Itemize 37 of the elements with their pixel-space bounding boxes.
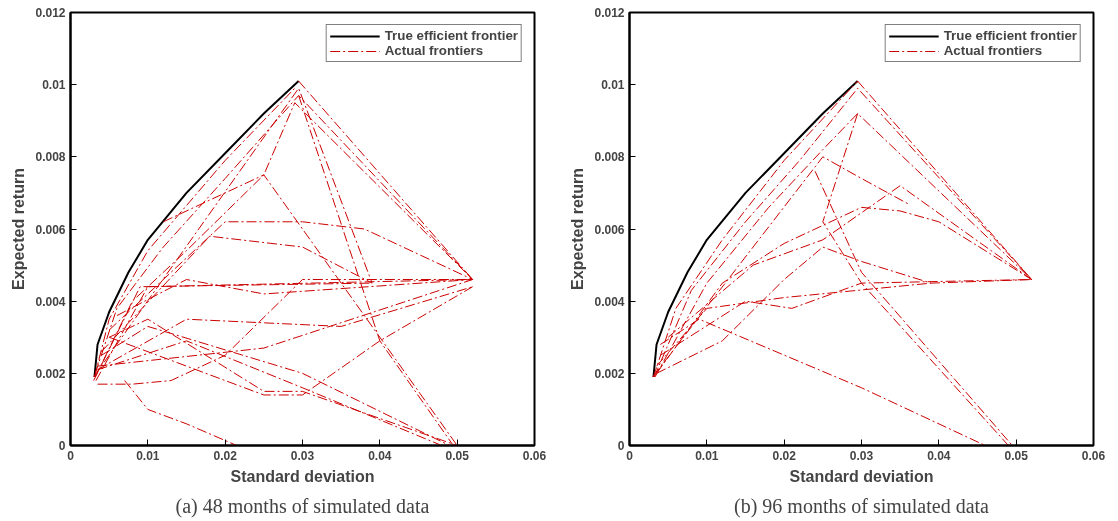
y-tick-label: 0.01 <box>42 78 66 93</box>
y-tick-label: 0.006 <box>35 222 66 237</box>
legend-label: True efficient frontier <box>384 28 518 43</box>
legend-label: Actual frontiers <box>943 43 1043 58</box>
x-tick-label: 0.03 <box>849 448 874 463</box>
y-axis-title: Expected return <box>10 168 28 290</box>
y-tick-label: 0.004 <box>35 294 66 309</box>
y-tick-label: 0.012 <box>594 6 625 20</box>
y-tick-label: 0.012 <box>35 6 66 20</box>
y-tick-label: 0 <box>617 439 625 453</box>
line-series <box>652 80 859 378</box>
y-tick-label: 0.002 <box>35 366 66 381</box>
x-tick-label: 0.01 <box>695 448 719 463</box>
text: (b) 96 months of simulated data <box>734 494 990 518</box>
x-tick-label: 0.05 <box>1004 448 1029 463</box>
x-tick-label: 0.03 <box>290 448 315 463</box>
x-tick-label: 0.06 <box>522 448 547 463</box>
x-tick-label: 0.05 <box>445 448 470 463</box>
x-axis-title: Standard deviation <box>789 467 934 485</box>
x-tick-label: 0.04 <box>927 448 951 463</box>
x-tick-label: 0.02 <box>213 448 238 463</box>
legend-label: True efficient frontier <box>943 28 1077 43</box>
y-tick-label: 0.006 <box>594 222 625 237</box>
x-tick-label: 0.01 <box>136 448 160 463</box>
x-tick-label: 0.04 <box>368 448 392 463</box>
text: (a) 48 months of simulated data <box>175 494 430 518</box>
legend-label: Actual frontiers <box>384 43 484 58</box>
x-axis-title: Standard deviation <box>230 467 375 485</box>
y-tick-label: 0.002 <box>594 366 625 381</box>
y-tick-label: 0.008 <box>35 150 66 165</box>
x-tick-label: 0.02 <box>772 448 797 463</box>
y-tick-label: 0.01 <box>601 78 625 93</box>
y-tick-label: 0.008 <box>594 150 625 165</box>
x-tick-label: 0.06 <box>1081 448 1106 463</box>
y-axis-title: Expected return <box>569 168 587 290</box>
y-tick-label: 0.004 <box>594 294 625 309</box>
y-tick-label: 0 <box>58 439 66 453</box>
